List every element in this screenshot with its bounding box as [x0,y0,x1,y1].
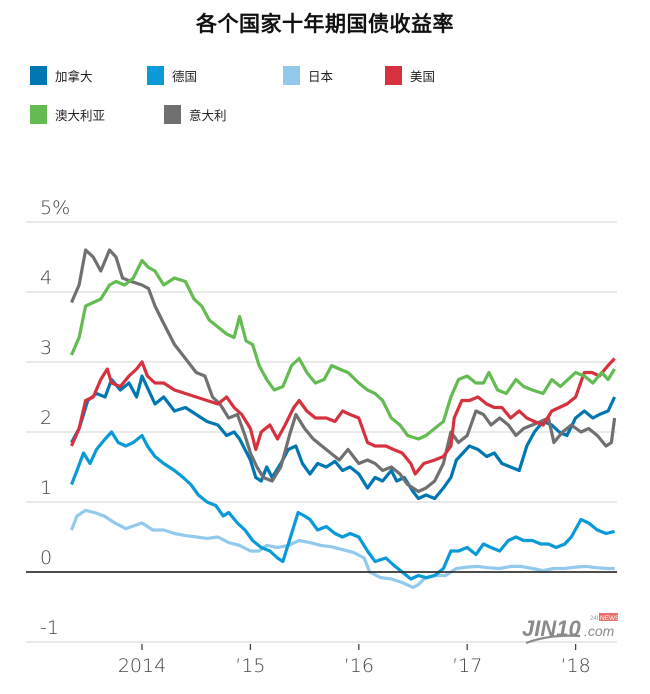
series-line-加拿大 [70,374,617,501]
chart-title: 各个国家十年期国债收益率 [196,12,454,36]
legend-label-canada: 加拿大 [55,69,93,84]
watermark-logo: JIN10 .com 24I NEWS [520,610,620,650]
series-line-美国 [70,357,616,476]
legend-item-usa: 美国 [385,66,435,85]
y-tick-label: 3 [40,337,52,359]
x-tick-label: ’15 [235,655,265,677]
legend-item-germany: 德国 [147,66,197,85]
gridlines [26,221,617,643]
legend-item-italy: 意大利 [164,105,227,124]
watermark-badge: NEWS [600,615,620,622]
legend-item-australia: 澳大利亚 [30,105,105,124]
y-tick-label: 2 [40,407,52,429]
legend-label-australia: 澳大利亚 [55,108,106,123]
y-tick-label: 1 [40,477,52,499]
legend-label-usa: 美国 [410,69,436,84]
series-line-德国 [70,430,615,581]
jin10-logo-icon: JIN10 .com 24I NEWS [522,613,620,645]
x-axis: 2014 ’15 ’16 ’17 ’18 [118,644,591,677]
series-lines [70,248,617,589]
y-tick-label: 4 [40,267,52,289]
x-tick-label: ’17 [452,655,482,677]
x-tick-label: ’18 [560,655,590,677]
y-tick-label: 5% [40,197,70,219]
legend-swatch-japan [283,66,300,85]
y-axis-labels: 5% 4 3 2 1 0 -1 [40,197,70,639]
legend-label-japan: 日本 [308,69,334,84]
legend-label-germany: 德国 [172,69,198,84]
watermark-badge-prefix: 24I [590,616,599,622]
legend-swatch-germany [147,66,164,85]
legend-swatch-canada [30,66,47,85]
watermark-suffix: .com [584,623,615,639]
y-tick-label: 0 [40,547,52,569]
series-line-日本 [70,508,615,589]
legend-swatch-australia [30,105,47,124]
news-badge [599,613,618,621]
legend-swatch-usa [385,66,402,85]
x-tick-label: 2014 [118,655,166,677]
watermark-swoosh [525,634,581,645]
legend-label-italy: 意大利 [189,108,227,123]
x-tick-label: ’16 [344,655,374,677]
legend-item-canada: 加拿大 [30,66,93,85]
series-line-意大利 [70,248,617,494]
legend-item-japan: 日本 [283,66,333,85]
y-tick-label: -1 [40,617,59,639]
legend-swatch-italy [164,105,181,124]
series-line-澳大利亚 [70,258,616,441]
